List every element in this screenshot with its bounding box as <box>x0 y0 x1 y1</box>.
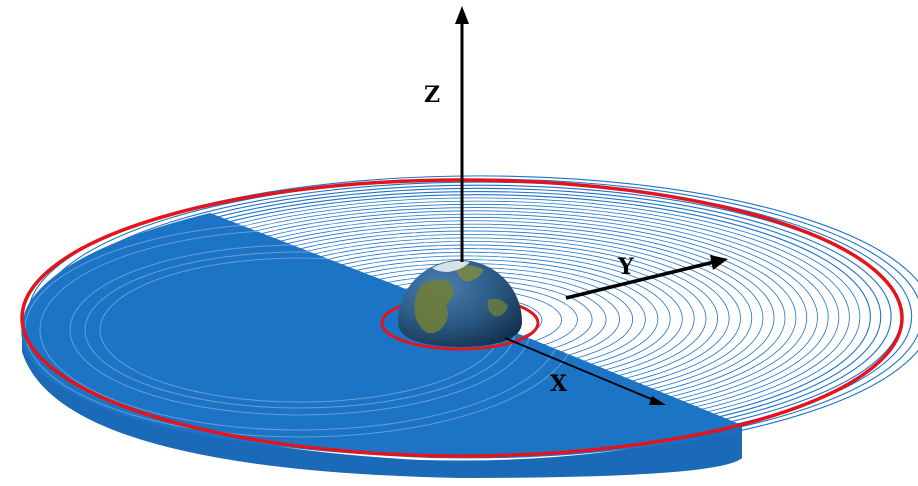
z-axis <box>455 6 469 262</box>
y-axis <box>565 255 728 300</box>
spiral-ring <box>101 200 850 434</box>
spiral-ring <box>274 259 659 379</box>
spiral-ring <box>169 223 775 412</box>
spiral-ring <box>45 181 913 451</box>
spiral-ring <box>82 194 871 440</box>
x-axis-label: X <box>550 371 568 397</box>
spiral-ring <box>120 207 829 428</box>
spiral-ring <box>149 217 797 419</box>
spiral-ring <box>159 220 786 416</box>
spiral-ring <box>230 244 707 393</box>
spiral-ring <box>73 190 882 443</box>
spiral-ring <box>189 230 753 406</box>
spiral-ring <box>220 240 719 396</box>
x-axis <box>504 337 666 405</box>
spiral-ring <box>179 227 764 409</box>
spiral-ring <box>209 237 730 400</box>
spiral-ring <box>263 255 671 383</box>
spiral-ring <box>110 203 840 431</box>
spiral-ring <box>63 187 892 446</box>
spiral-ring <box>241 248 695 390</box>
y-axis-label: Y <box>617 254 634 280</box>
z-axis-label: Z <box>424 82 440 108</box>
spiral-ring <box>130 210 818 425</box>
spiral-ring <box>139 213 808 422</box>
spiral-ring <box>92 197 861 437</box>
spiral-ring <box>199 233 741 403</box>
disk-rim <box>22 318 742 478</box>
earth-globe-icon <box>398 260 522 347</box>
spiral-ring <box>252 251 683 386</box>
